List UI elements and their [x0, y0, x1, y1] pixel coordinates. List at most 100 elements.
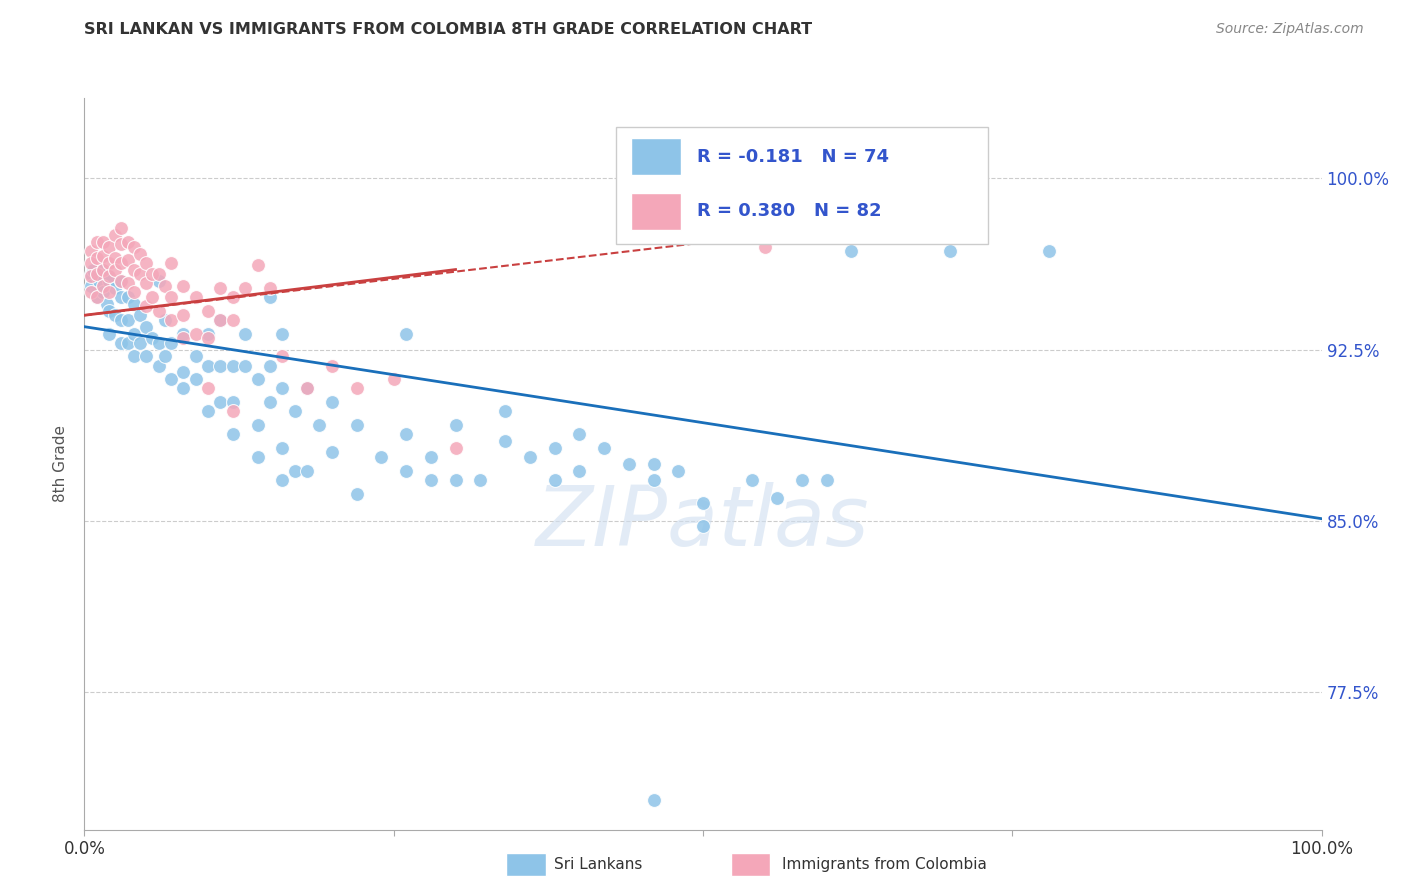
Point — [271, 441, 294, 455]
Point — [939, 244, 962, 259]
Point — [160, 313, 183, 327]
Point — [197, 303, 219, 318]
Point — [135, 319, 157, 334]
Text: R = 0.380   N = 82: R = 0.380 N = 82 — [697, 202, 882, 220]
Point — [197, 359, 219, 373]
Point — [692, 518, 714, 533]
Point — [346, 381, 368, 395]
Point — [91, 235, 114, 249]
Point — [1038, 244, 1060, 259]
Point — [172, 326, 194, 341]
FancyBboxPatch shape — [631, 194, 681, 230]
Point — [141, 331, 163, 345]
Point — [86, 290, 108, 304]
Point — [104, 262, 127, 277]
Point — [79, 285, 101, 300]
Point — [222, 359, 245, 373]
Point — [141, 290, 163, 304]
Point — [346, 417, 368, 432]
Point — [98, 326, 121, 341]
Point — [222, 427, 245, 442]
Point — [98, 285, 121, 300]
Point — [346, 486, 368, 500]
Point — [91, 278, 114, 293]
Point — [209, 281, 232, 295]
Point — [79, 244, 101, 259]
Point — [82, 262, 104, 277]
Point — [222, 313, 245, 327]
Point — [96, 297, 118, 311]
Point — [153, 313, 176, 327]
FancyBboxPatch shape — [616, 128, 987, 244]
Point — [110, 313, 132, 327]
Point — [172, 331, 194, 345]
Point — [96, 267, 118, 281]
Point — [321, 359, 343, 373]
Text: R = -0.181   N = 74: R = -0.181 N = 74 — [697, 148, 889, 166]
Point — [117, 335, 139, 350]
Point — [494, 434, 516, 448]
Point — [117, 290, 139, 304]
Point — [209, 313, 232, 327]
Point — [98, 303, 121, 318]
Point — [135, 255, 157, 269]
Point — [284, 464, 307, 478]
Point — [79, 255, 101, 269]
Point — [246, 372, 269, 386]
Point — [419, 473, 441, 487]
Point — [643, 457, 665, 471]
Point — [197, 381, 219, 395]
Point — [271, 326, 294, 341]
Point — [419, 450, 441, 464]
Point — [148, 359, 170, 373]
Point — [110, 274, 132, 288]
Point — [117, 235, 139, 249]
Point — [197, 331, 219, 345]
Point — [666, 464, 689, 478]
Point — [104, 308, 127, 322]
Point — [444, 441, 467, 455]
Point — [568, 464, 591, 478]
Point — [79, 267, 101, 281]
Point — [129, 308, 152, 322]
Point — [593, 441, 616, 455]
Point — [91, 262, 114, 277]
Point — [122, 297, 145, 311]
Text: Immigrants from Colombia: Immigrants from Colombia — [782, 857, 987, 871]
Point — [259, 359, 281, 373]
Point — [222, 404, 245, 418]
Point — [395, 464, 418, 478]
Point — [295, 381, 318, 395]
Point — [160, 255, 183, 269]
Point — [122, 262, 145, 277]
Point — [153, 350, 176, 364]
Point — [259, 281, 281, 295]
Point — [271, 381, 294, 395]
Point — [160, 335, 183, 350]
Point — [129, 246, 152, 260]
Point — [246, 450, 269, 464]
Point — [184, 350, 207, 364]
Point — [184, 326, 207, 341]
Point — [815, 473, 838, 487]
Point — [321, 395, 343, 409]
Point — [91, 262, 114, 277]
Point — [184, 372, 207, 386]
Point — [382, 372, 405, 386]
Point — [209, 395, 232, 409]
Point — [135, 277, 157, 291]
Point — [117, 253, 139, 268]
Point — [104, 228, 127, 243]
Point — [184, 290, 207, 304]
Point — [172, 278, 194, 293]
Point — [259, 395, 281, 409]
Point — [110, 290, 132, 304]
Point — [98, 269, 121, 284]
Point — [86, 235, 108, 249]
Point — [754, 240, 776, 254]
Text: ZIPatlas: ZIPatlas — [536, 482, 870, 563]
Point — [209, 313, 232, 327]
Text: Sri Lankans: Sri Lankans — [554, 857, 643, 871]
Point — [117, 313, 139, 327]
Point — [129, 335, 152, 350]
